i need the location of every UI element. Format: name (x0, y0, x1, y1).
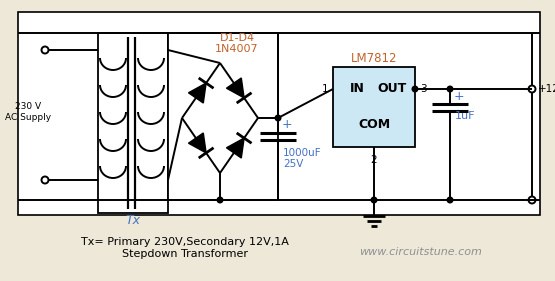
Text: LM7812: LM7812 (351, 51, 397, 65)
Polygon shape (189, 133, 206, 153)
Text: +: + (454, 90, 465, 103)
Text: www.circuitstune.com: www.circuitstune.com (359, 247, 481, 257)
Circle shape (447, 86, 453, 92)
Text: D1-D4: D1-D4 (219, 33, 255, 43)
Text: OUT: OUT (377, 83, 407, 96)
Text: Tx: Tx (125, 214, 140, 226)
Text: 1: 1 (321, 84, 328, 94)
Text: COM: COM (358, 119, 390, 132)
Bar (18, 12, 540, 215)
Text: +: + (282, 119, 292, 132)
Polygon shape (226, 138, 244, 158)
Circle shape (371, 197, 377, 203)
Text: IN: IN (350, 83, 365, 96)
Circle shape (217, 197, 223, 203)
Circle shape (447, 197, 453, 203)
Text: 230 V
AC Supply: 230 V AC Supply (5, 102, 51, 122)
Bar (168, 33, 278, 200)
Circle shape (412, 86, 418, 92)
Text: 1000uF: 1000uF (283, 148, 322, 158)
Text: 25V: 25V (283, 159, 304, 169)
Text: +12V: +12V (538, 84, 555, 94)
Text: 1N4007: 1N4007 (215, 44, 259, 54)
Text: 2: 2 (371, 155, 377, 165)
Polygon shape (226, 78, 244, 98)
Text: 3: 3 (420, 84, 427, 94)
Polygon shape (189, 83, 206, 103)
Bar (333, 67, 415, 147)
Text: 1uF: 1uF (455, 111, 476, 121)
Bar (98, 33, 168, 213)
Text: Tx= Primary 230V,Secondary 12V,1A
Stepdown Transformer: Tx= Primary 230V,Secondary 12V,1A Stepdo… (81, 237, 289, 259)
Circle shape (275, 115, 281, 121)
